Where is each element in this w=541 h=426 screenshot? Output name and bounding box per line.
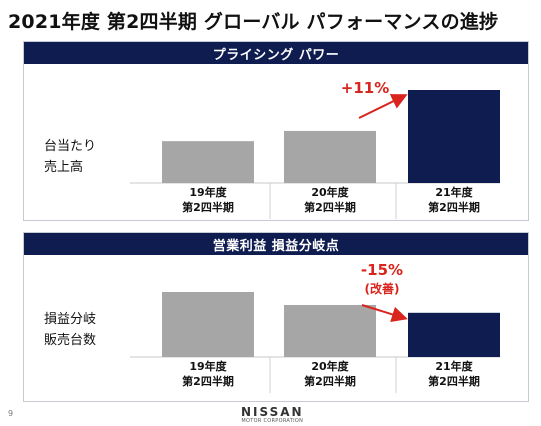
change-arrow <box>359 96 404 118</box>
tick-label: 第2四半期 <box>304 200 356 214</box>
tick-label: 20年度 <box>311 185 349 199</box>
logo-brand: NISSAN <box>241 405 304 419</box>
change-annotation: +11% <box>341 79 389 97</box>
tick-label: 19年度 <box>189 359 227 373</box>
tick-label: 21年度 <box>435 185 473 199</box>
page-number: 9 <box>8 409 13 418</box>
change-annotation-sub: (改善) <box>365 281 400 296</box>
bar <box>408 90 500 183</box>
nissan-logo: NISSAN MOTOR CORPORATION <box>241 405 304 424</box>
bar <box>284 305 376 357</box>
bar <box>162 141 254 183</box>
change-annotation: -15% <box>361 261 403 279</box>
tick-label: 第2四半期 <box>304 374 356 388</box>
bar <box>162 292 254 357</box>
tick-label: 第2四半期 <box>428 200 480 214</box>
tick-label: 第2四半期 <box>182 200 234 214</box>
tick-label: 第2四半期 <box>428 374 480 388</box>
tick-label: 21年度 <box>435 359 473 373</box>
tick-label: 20年度 <box>311 359 349 373</box>
tick-label: 19年度 <box>189 185 227 199</box>
bar <box>408 313 500 357</box>
logo-subtitle: MOTOR CORPORATION <box>241 418 304 424</box>
tick-label: 第2四半期 <box>182 374 234 388</box>
bar <box>284 131 376 183</box>
